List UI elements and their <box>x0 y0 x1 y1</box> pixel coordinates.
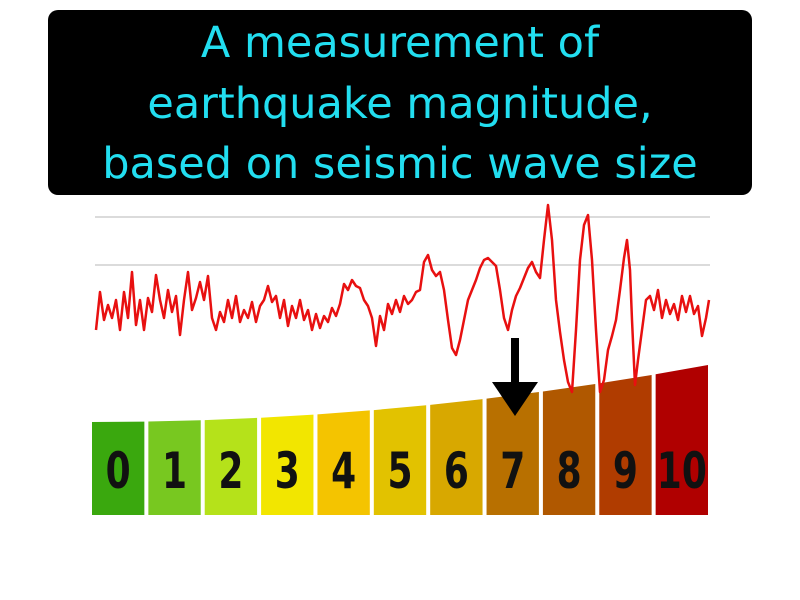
scale-bar <box>261 414 314 515</box>
caption-line: A measurement of <box>201 18 600 68</box>
scale-label: 6 <box>444 443 469 500</box>
magnitude-scale: 0 1 2 3 4 5 6 7 8 9 10 <box>92 365 708 515</box>
scale-bar <box>317 410 370 515</box>
scale-label: 0 <box>106 443 131 500</box>
scale-label: 10 <box>657 443 707 500</box>
scale-bar <box>92 421 145 515</box>
scale-label: 4 <box>331 443 356 500</box>
seismic-wave <box>94 203 711 394</box>
scale-bar <box>655 365 708 515</box>
scale-bar <box>148 420 201 515</box>
scale-bar <box>430 399 483 515</box>
scale-label: 1 <box>162 443 187 500</box>
caption-line: based on seismic wave size <box>102 139 698 189</box>
scale-bar <box>373 405 427 515</box>
scale-bar <box>204 417 258 515</box>
scale-bar <box>599 374 652 515</box>
scale-bar <box>542 383 596 515</box>
scale-label: 9 <box>613 443 638 500</box>
scale-label: 3 <box>275 443 300 500</box>
scale-label: 7 <box>500 443 525 500</box>
scale-bar <box>486 391 539 515</box>
arrow <box>492 338 538 416</box>
caption-line: earthquake magnitude, <box>147 79 652 129</box>
scale-label: 8 <box>557 443 582 500</box>
caption-box <box>48 10 752 195</box>
scale-label: 2 <box>218 443 243 500</box>
scale-label: 5 <box>387 443 412 500</box>
arrow-head <box>492 382 538 416</box>
